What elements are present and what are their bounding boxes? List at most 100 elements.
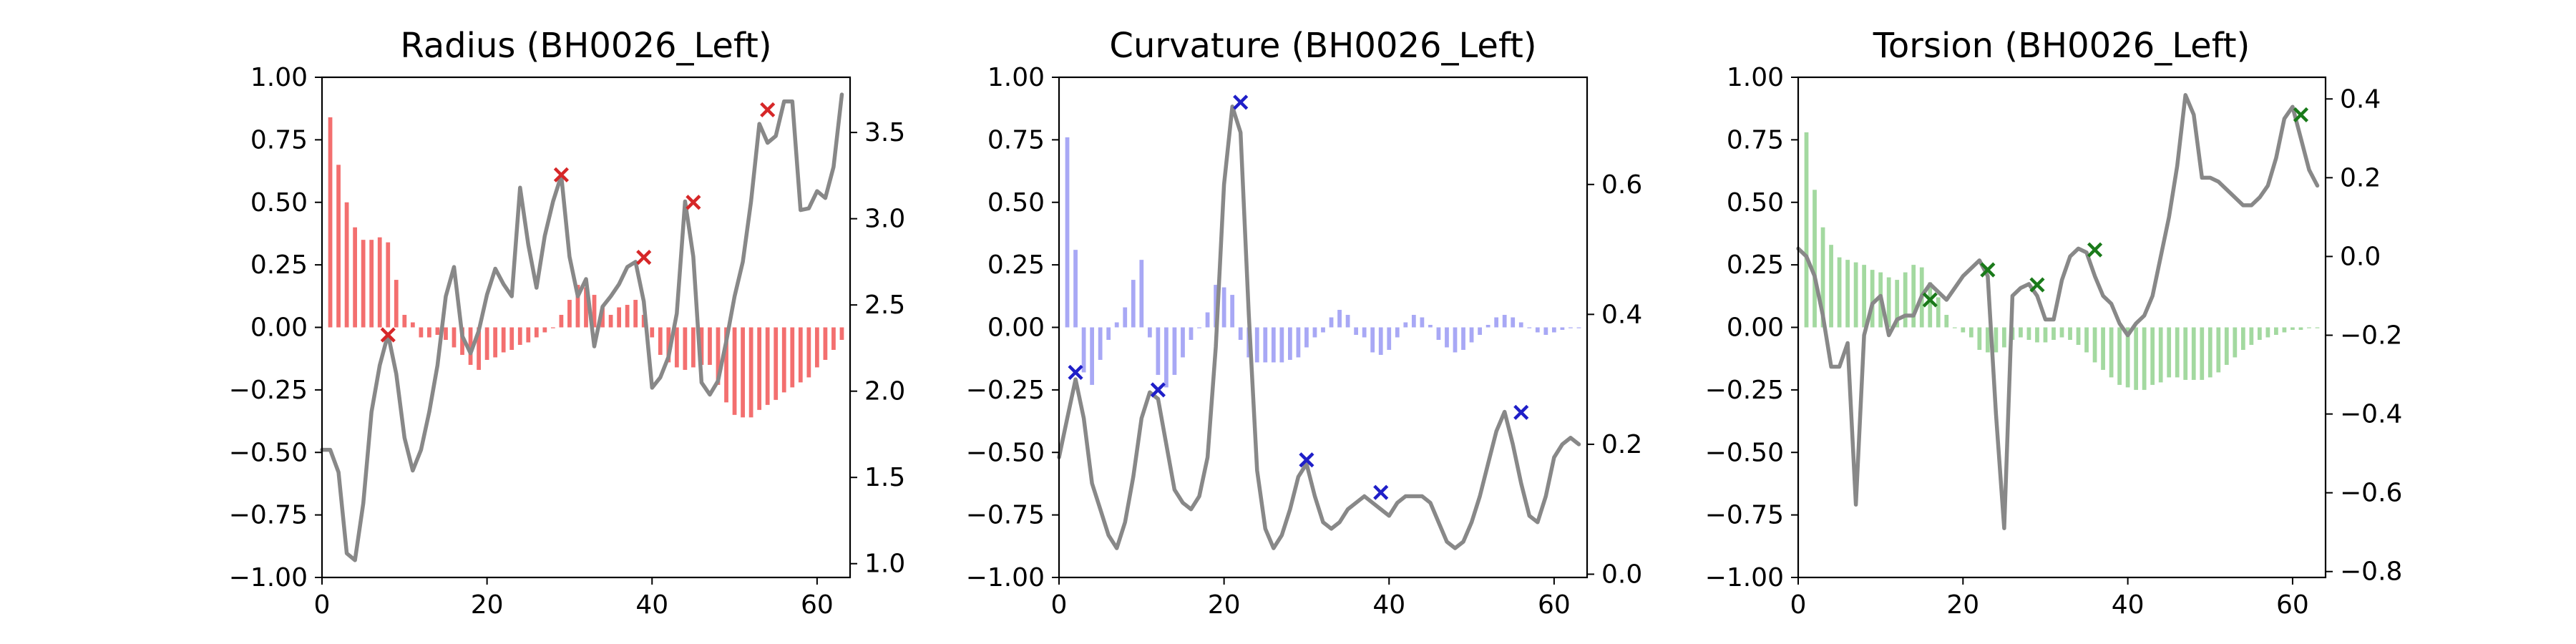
y-tick-label: −0.25 xyxy=(1705,376,1784,405)
y2-tick-label: 0.2 xyxy=(1601,430,1642,459)
bar xyxy=(1845,260,1850,328)
bar xyxy=(468,327,473,365)
y-tick-label: 0.50 xyxy=(250,188,308,218)
bar xyxy=(1928,282,1933,328)
bar xyxy=(427,327,431,338)
y2-tick-label: −0.8 xyxy=(2340,557,2402,587)
bar xyxy=(600,307,605,328)
bar xyxy=(402,315,407,328)
bar xyxy=(1895,280,1900,328)
bar xyxy=(517,327,522,345)
y-tick-label: 1.00 xyxy=(987,63,1045,92)
bar xyxy=(1073,250,1078,328)
left-y-axis: −1.00 −0.75 −0.50 −0.25 0.00 0.25 0.50 0.75 1.00 xyxy=(229,63,322,592)
bar xyxy=(1994,327,1999,353)
y2-tick-label: −0.4 xyxy=(2340,400,2402,429)
bar xyxy=(1551,327,1556,333)
y-tick-label: 0.00 xyxy=(250,313,308,343)
y-tick-label: −0.75 xyxy=(1705,501,1784,530)
bar xyxy=(592,295,597,328)
bar xyxy=(336,165,341,328)
peak-marker xyxy=(760,102,776,118)
series-line xyxy=(320,92,844,562)
bar xyxy=(2092,327,2097,363)
y2-tick-label: 3.5 xyxy=(864,118,905,147)
left-y-axis: −1.00 −0.75 −0.50 −0.25 0.00 0.25 0.50 0.75 1.00 xyxy=(966,63,1059,592)
bar xyxy=(1164,327,1169,388)
bar xyxy=(1395,327,1400,338)
bar xyxy=(1370,327,1375,353)
x-tick-label: 40 xyxy=(1372,590,1405,620)
peak-marker xyxy=(380,327,396,343)
bar xyxy=(625,305,630,328)
bar xyxy=(806,327,811,378)
bar xyxy=(435,327,440,335)
peak-marker xyxy=(1980,262,1996,278)
bar xyxy=(2224,327,2229,365)
x-tick-label: 0 xyxy=(1790,590,1807,620)
bar xyxy=(575,285,580,328)
right-y-axis: −0.8 −0.6 −0.4 −0.2 0.0 0.2 0.4 xyxy=(2326,84,2402,587)
bar xyxy=(328,117,333,328)
bar xyxy=(1494,317,1499,328)
bar xyxy=(1090,327,1095,385)
bar xyxy=(1936,297,1941,328)
bar xyxy=(1362,327,1367,338)
y2-tick-label: 0.6 xyxy=(1601,170,1642,200)
series-line xyxy=(1057,104,1581,550)
bar xyxy=(757,327,762,410)
bar xyxy=(814,327,819,368)
bar xyxy=(2240,327,2245,350)
bar xyxy=(1312,327,1317,338)
bar xyxy=(633,300,638,328)
bar xyxy=(452,327,457,348)
bar xyxy=(1560,327,1565,330)
bar xyxy=(765,327,770,405)
bar xyxy=(2117,327,2122,385)
bar xyxy=(1254,327,1259,363)
y2-tick-label: 0.0 xyxy=(1601,560,1642,589)
y-tick-label: 0.00 xyxy=(987,313,1045,343)
x-tick-label: 40 xyxy=(635,590,668,620)
bar xyxy=(1911,265,1916,328)
bar xyxy=(1813,190,1817,328)
bar xyxy=(369,240,374,328)
bar xyxy=(1461,327,1465,350)
bar xyxy=(1903,272,1908,328)
bar xyxy=(2150,327,2155,385)
y-tick-label: 0.75 xyxy=(1727,125,1784,155)
y2-tick-label: 0.4 xyxy=(2340,84,2381,114)
bar xyxy=(1985,327,1990,353)
peak-marker xyxy=(686,195,701,210)
bar xyxy=(1123,307,1128,328)
y-tick-label: −0.75 xyxy=(229,501,308,530)
bar xyxy=(823,327,828,360)
peak-marker xyxy=(1150,382,1166,398)
peak-marker xyxy=(1373,484,1389,500)
bar xyxy=(732,327,737,415)
bars-layer xyxy=(1804,132,2320,390)
markers-layer xyxy=(1068,94,1529,500)
peak-marker xyxy=(2029,277,2045,293)
bar xyxy=(1189,327,1194,340)
x-tick-label: 20 xyxy=(1208,590,1241,620)
peak-marker xyxy=(2087,242,2103,258)
bar xyxy=(2035,327,2039,343)
bar xyxy=(1238,327,1243,340)
bar xyxy=(534,327,539,338)
chart-title: Curvature (BH0026_Left) xyxy=(1109,26,1536,66)
bar xyxy=(1502,315,1507,328)
bar xyxy=(1354,327,1359,335)
bars-layer xyxy=(328,117,844,418)
bar xyxy=(1147,327,1152,338)
y-tick-label: 0.25 xyxy=(250,250,308,280)
line-layer xyxy=(1796,93,2320,530)
bar xyxy=(617,307,622,328)
y2-tick-label: −0.2 xyxy=(2340,321,2402,351)
peak-marker xyxy=(1233,94,1249,110)
y-tick-label: 0.50 xyxy=(987,188,1045,218)
bar xyxy=(790,327,795,388)
x-tick-label: 60 xyxy=(2276,590,2309,620)
bar xyxy=(526,327,531,343)
bar xyxy=(798,327,803,383)
